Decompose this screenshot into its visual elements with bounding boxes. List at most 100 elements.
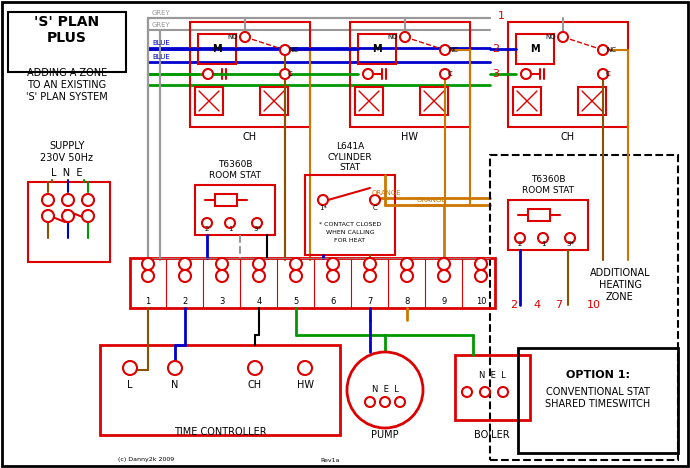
Text: N  E  L: N E L (372, 386, 398, 395)
Circle shape (380, 397, 390, 407)
Circle shape (290, 270, 302, 282)
Circle shape (253, 258, 265, 270)
Bar (8, 12, 126, 72)
Bar (198, 34, 236, 64)
Bar (455, 355, 530, 420)
Circle shape (480, 387, 490, 397)
Circle shape (475, 270, 487, 282)
Text: C: C (373, 205, 377, 211)
Circle shape (318, 195, 328, 205)
Text: 1: 1 (541, 241, 545, 247)
Text: NO: NO (545, 34, 556, 40)
Bar (100, 345, 340, 435)
Circle shape (370, 195, 380, 205)
Circle shape (400, 32, 410, 42)
Bar (508, 200, 588, 250)
Circle shape (42, 194, 54, 206)
Circle shape (179, 270, 191, 282)
Text: 1: 1 (146, 298, 150, 307)
Text: NO: NO (387, 34, 398, 40)
Text: HW: HW (402, 132, 419, 142)
Circle shape (280, 45, 290, 55)
Text: M: M (213, 44, 221, 54)
Text: T6360B
ROOM STAT: T6360B ROOM STAT (209, 161, 261, 180)
Text: CH: CH (243, 132, 257, 142)
Circle shape (440, 45, 450, 55)
Text: L641A
CYLINDER
STAT: L641A CYLINDER STAT (328, 142, 373, 172)
Text: C: C (448, 71, 453, 77)
Text: 2: 2 (510, 300, 517, 310)
Text: 1: 1 (228, 226, 233, 232)
Text: NC: NC (288, 47, 298, 53)
Text: 3*: 3* (566, 241, 574, 247)
Circle shape (364, 270, 376, 282)
Text: NC: NC (606, 47, 616, 53)
Circle shape (438, 258, 450, 270)
Circle shape (253, 270, 265, 282)
Circle shape (462, 387, 472, 397)
Circle shape (142, 270, 154, 282)
Circle shape (347, 352, 423, 428)
Text: T6360B
ROOM STAT: T6360B ROOM STAT (522, 176, 574, 195)
Circle shape (248, 361, 262, 375)
Text: NC: NC (448, 47, 458, 53)
Text: 4: 4 (533, 300, 540, 310)
Circle shape (42, 210, 54, 222)
Circle shape (123, 361, 137, 375)
Text: * CONTACT CLOSED: * CONTACT CLOSED (319, 222, 381, 227)
Circle shape (438, 270, 450, 282)
Text: CONVENTIONAL STAT
SHARED TIMESWITCH: CONVENTIONAL STAT SHARED TIMESWITCH (545, 387, 651, 409)
Bar (490, 155, 678, 460)
Text: GREY: GREY (152, 10, 170, 16)
Bar (195, 185, 275, 235)
Bar (130, 258, 495, 308)
Text: C: C (288, 71, 293, 77)
Text: GREY: GREY (152, 22, 170, 28)
Text: BLUE: BLUE (152, 40, 170, 46)
Circle shape (82, 210, 94, 222)
Text: L  N  E: L N E (51, 168, 83, 178)
Text: ORANGE: ORANGE (372, 190, 402, 196)
Bar (350, 22, 470, 127)
Bar (528, 209, 550, 221)
Circle shape (203, 69, 213, 79)
Bar (518, 348, 678, 453)
Bar (358, 34, 396, 64)
Bar (215, 194, 237, 206)
Text: PUMP: PUMP (371, 430, 399, 440)
Circle shape (225, 218, 235, 228)
Circle shape (364, 258, 376, 270)
Text: 5: 5 (293, 298, 299, 307)
Circle shape (280, 69, 290, 79)
Bar (420, 87, 448, 115)
Text: CH: CH (561, 132, 575, 142)
Bar (305, 175, 395, 255)
Circle shape (565, 233, 575, 243)
Circle shape (240, 32, 250, 42)
Text: BOILER: BOILER (474, 430, 510, 440)
Circle shape (515, 233, 525, 243)
Text: 7: 7 (367, 298, 373, 307)
Circle shape (179, 258, 191, 270)
Text: 10: 10 (475, 298, 486, 307)
Text: 6: 6 (331, 298, 336, 307)
Circle shape (598, 69, 608, 79)
Text: 2: 2 (182, 298, 188, 307)
Text: HW: HW (297, 380, 313, 390)
Circle shape (498, 387, 508, 397)
Text: 4: 4 (257, 298, 262, 307)
Bar (513, 87, 541, 115)
Text: L: L (127, 380, 132, 390)
Text: FOR HEAT: FOR HEAT (335, 239, 366, 243)
Circle shape (216, 270, 228, 282)
Circle shape (558, 32, 568, 42)
Text: (c) Danny2k 2009: (c) Danny2k 2009 (118, 458, 175, 462)
Bar (355, 87, 383, 115)
Circle shape (62, 210, 74, 222)
Text: BLUE: BLUE (152, 54, 170, 60)
Circle shape (440, 69, 450, 79)
Circle shape (327, 258, 339, 270)
Text: 7: 7 (555, 300, 562, 310)
Text: ORANGE: ORANGE (417, 197, 446, 203)
Bar (190, 22, 310, 127)
